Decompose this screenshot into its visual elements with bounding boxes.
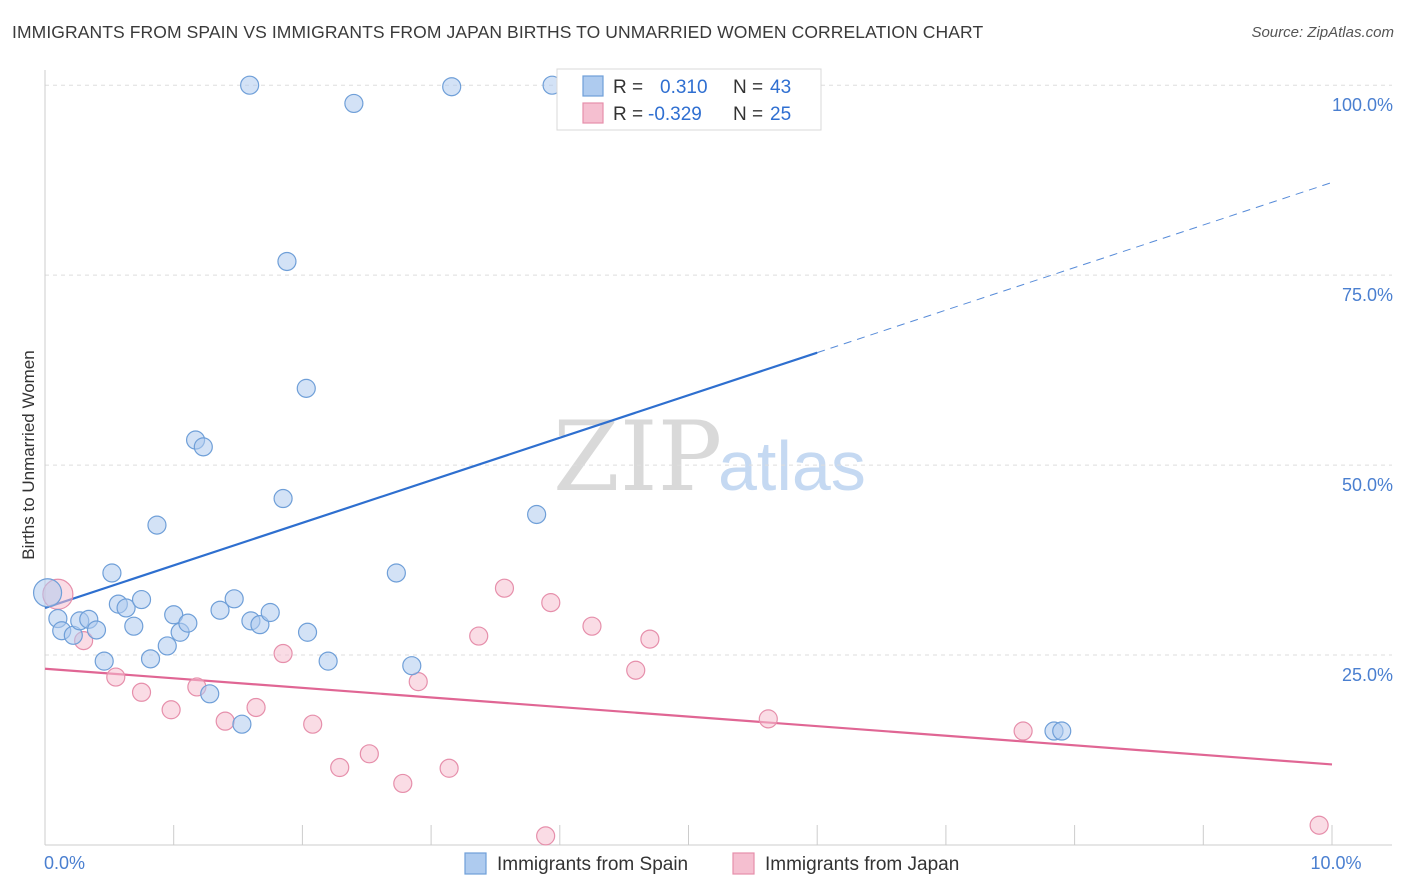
- japan-point: [359, 744, 379, 764]
- spain-point: [164, 605, 184, 625]
- y-tick-label: 50.0%: [1342, 475, 1393, 495]
- x-tick-label: 10.0%: [1310, 853, 1361, 873]
- legend-swatch-spain: [582, 75, 604, 97]
- japan-point: [131, 682, 152, 702]
- spain-point: [240, 75, 260, 95]
- spain-point: [94, 651, 114, 671]
- chart-title: IMMIGRANTS FROM SPAIN VS IMMIGRANTS FROM…: [12, 22, 984, 42]
- legend-box: R = 0.310 N = 43 R = -0.329 N = 25: [556, 68, 822, 131]
- japan-point: [1013, 721, 1033, 741]
- data-points: [32, 75, 1329, 846]
- spain-point: [193, 437, 213, 457]
- watermark-atlas: atlas: [718, 427, 866, 505]
- japan-point: [106, 667, 126, 687]
- spain-point: [318, 651, 338, 671]
- japan-point: [215, 711, 235, 731]
- legend-swatch-japan: [582, 102, 604, 124]
- japan-point: [330, 757, 350, 778]
- trend-line-spain: [44, 351, 818, 609]
- spain-point: [232, 714, 252, 734]
- spain-point: [116, 598, 136, 618]
- source-label: Source: ZipAtlas.com: [1251, 24, 1394, 41]
- trend-line-spain-projection: [817, 181, 1333, 354]
- legend-spain-r-value: 0.310: [660, 77, 708, 98]
- spain-point: [386, 563, 406, 583]
- trend-line-japan: [44, 667, 1333, 766]
- spain-point: [344, 93, 364, 114]
- series-legend-swatch-spain: [464, 852, 487, 875]
- spain-point: [1052, 721, 1072, 741]
- spain-point: [224, 589, 244, 609]
- spain-point: [32, 578, 63, 608]
- japan-point: [494, 578, 515, 598]
- spain-point: [402, 656, 422, 676]
- y-tick-label: 75.0%: [1342, 285, 1393, 305]
- spain-point: [527, 504, 547, 525]
- japan-point: [273, 643, 293, 664]
- legend-japan-r-value: -0.329: [648, 104, 702, 125]
- japan-point: [536, 826, 556, 846]
- japan-point: [439, 758, 459, 778]
- x-tick-label: 0.0%: [44, 853, 85, 873]
- axes: [44, 70, 1392, 846]
- series-legend-label-spain: Immigrants from Spain: [497, 854, 688, 875]
- watermark-zip: ZIP: [553, 401, 722, 513]
- spain-point: [442, 77, 462, 97]
- japan-point: [541, 593, 561, 613]
- trend-lines: [44, 181, 1333, 766]
- legend-japan-r-label: R =: [613, 104, 643, 125]
- japan-point: [246, 697, 266, 718]
- spain-point: [297, 622, 318, 642]
- japan-point: [408, 672, 428, 692]
- spain-point: [157, 636, 177, 656]
- spain-point: [178, 613, 198, 633]
- tick-labels: 25.0% 50.0% 75.0% 100.0% 0.0% 10.0%: [44, 95, 1393, 873]
- japan-point: [393, 773, 413, 794]
- series-legend-swatch-japan: [732, 852, 755, 875]
- series-legend: Immigrants from Spain Immigrants from Ja…: [464, 852, 959, 875]
- spain-point: [273, 488, 293, 509]
- legend-spain-n-value: 43: [770, 77, 791, 98]
- japan-point: [161, 700, 181, 720]
- y-tick-label: 100.0%: [1332, 95, 1393, 115]
- spain-point: [86, 620, 107, 640]
- spain-point: [124, 616, 144, 636]
- spain-point: [260, 602, 280, 623]
- japan-point: [469, 626, 489, 646]
- japan-point: [758, 709, 778, 729]
- y-tick-label: 25.0%: [1342, 665, 1393, 685]
- japan-point: [640, 629, 660, 649]
- legend-japan-n-label: N =: [733, 104, 763, 125]
- spain-point: [140, 649, 161, 669]
- y-axis-label: Births to Unmarried Women: [19, 350, 38, 559]
- japan-point: [303, 714, 323, 734]
- spain-point: [250, 615, 270, 635]
- legend-spain-n-label: N =: [733, 77, 763, 98]
- spain-point: [131, 589, 152, 610]
- spain-point: [102, 563, 122, 583]
- spain-point: [147, 515, 167, 535]
- japan-point: [626, 660, 646, 680]
- spain-point: [296, 378, 316, 398]
- series-legend-label-japan: Immigrants from Japan: [765, 854, 959, 875]
- grid-lines: [45, 84, 1392, 656]
- japan-point: [1309, 815, 1329, 835]
- spain-point: [200, 684, 220, 704]
- legend-japan-n-value: 25: [770, 104, 791, 125]
- spain-point: [210, 600, 230, 620]
- japan-point: [582, 616, 602, 636]
- legend-spain-r-label: R =: [613, 77, 643, 98]
- spain-point: [277, 251, 297, 272]
